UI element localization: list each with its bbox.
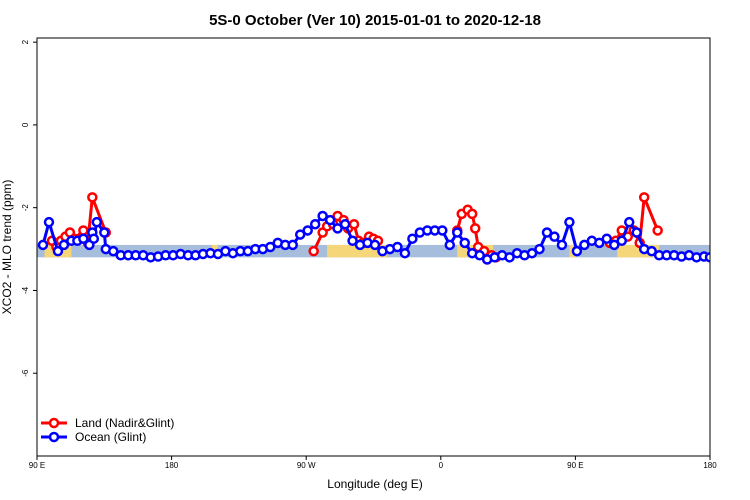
x-tick-label: 0	[439, 461, 444, 470]
x-tick-label: 180	[165, 461, 179, 470]
y-axis: 2 0 -2 -4 -6	[21, 39, 37, 377]
legend-land-marker	[48, 417, 60, 429]
ocean-point	[392, 241, 403, 253]
ocean-point	[339, 218, 351, 230]
ocean-point	[332, 223, 343, 234]
ocean-point	[504, 252, 515, 263]
legend-entry-ocean: Ocean (Glint)	[41, 430, 146, 444]
ocean-point	[287, 239, 298, 251]
ocean-point	[616, 235, 628, 247]
ocean-point	[601, 233, 613, 244]
ocean-point	[302, 225, 313, 236]
ocean-point	[564, 216, 575, 228]
y-tick-label: 2	[21, 39, 30, 44]
ocean-point	[399, 247, 411, 259]
ocean-point	[459, 237, 470, 249]
ocean-point	[571, 245, 583, 257]
ocean-point	[309, 218, 321, 230]
ocean-point	[347, 235, 358, 247]
x-tick-label: 180	[703, 461, 717, 470]
land-point	[78, 225, 89, 236]
y-tick-label: -6	[21, 369, 30, 377]
ocean-point	[108, 245, 119, 257]
x-tick-label: 90 W	[297, 461, 316, 470]
ocean-point	[549, 231, 560, 242]
land-point	[638, 192, 650, 203]
ocean-point	[43, 216, 55, 228]
land-point	[466, 208, 478, 220]
ocean-point	[99, 227, 110, 238]
ocean-point	[474, 250, 485, 261]
ocean-point	[556, 239, 568, 251]
land-point	[308, 245, 319, 257]
ocean-point	[526, 247, 538, 259]
ocean-point	[631, 227, 642, 238]
ocean-point	[534, 243, 545, 255]
land-point	[348, 218, 360, 230]
land-point	[652, 225, 663, 236]
legend-ocean-marker	[48, 431, 60, 443]
ocean-point	[52, 245, 64, 257]
y-tick-label: -4	[21, 286, 30, 294]
legend: Land (Nadir&Glint) Ocean (Glint)	[41, 416, 174, 444]
ocean-point	[78, 233, 89, 244]
ocean-point	[594, 237, 605, 249]
ocean-point	[91, 216, 103, 228]
ocean-point	[317, 210, 328, 222]
ocean-series	[37, 210, 710, 265]
land-point	[87, 192, 98, 203]
x-tick-label: 90 E	[29, 461, 45, 470]
ocean-point	[265, 241, 276, 253]
ocean-point	[444, 239, 456, 251]
x-axis-label: Longitude (deg E)	[327, 477, 422, 491]
ocean-point	[704, 252, 710, 263]
ocean-point	[452, 227, 463, 238]
y-tick-label: 0	[21, 122, 30, 127]
ocean-point	[437, 225, 448, 236]
ocean-point	[609, 239, 620, 251]
ocean-point	[407, 233, 418, 244]
legend-entry-land: Land (Nadir&Glint)	[41, 416, 174, 430]
ocean-point	[294, 229, 306, 240]
land-point	[469, 223, 481, 234]
ocean-point	[324, 214, 336, 226]
x-tick-label: 90 E	[567, 461, 583, 470]
ocean-point	[646, 245, 657, 257]
x-axis: 90 E 180 90 W 0 90 E 180	[29, 456, 717, 470]
ocean-point	[88, 233, 100, 244]
plot-frame	[36, 37, 711, 457]
ocean-point	[541, 227, 553, 238]
legend-ocean-label: Ocean (Glint)	[75, 430, 146, 444]
series-layer	[37, 192, 710, 265]
ocean-point	[37, 239, 49, 251]
chart-title: 5S-0 October (Ver 10) 2015-01-01 to 2020…	[209, 12, 541, 29]
ocean-point	[58, 239, 70, 251]
ocean-point	[369, 239, 381, 251]
ocean-point	[623, 216, 635, 228]
ocean-point	[579, 239, 590, 251]
y-axis-label: XCO2 - MLO trend (ppm)	[0, 180, 14, 315]
y-tick-label: -2	[21, 204, 30, 212]
legend-land-label: Land (Nadir&Glint)	[75, 416, 174, 430]
